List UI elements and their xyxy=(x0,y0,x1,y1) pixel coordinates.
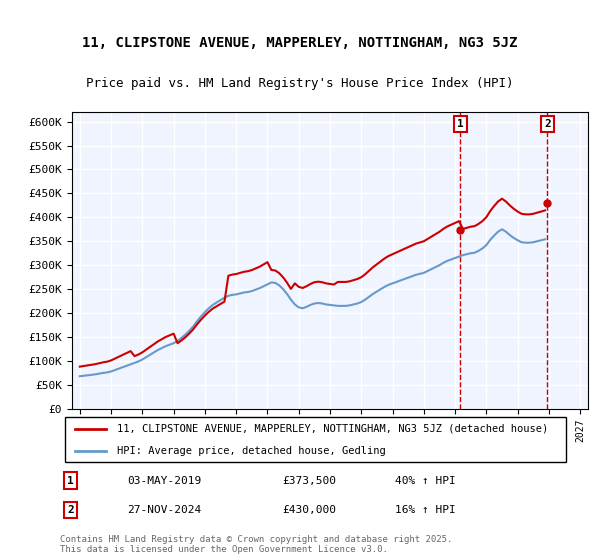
Text: 11, CLIPSTONE AVENUE, MAPPERLEY, NOTTINGHAM, NG3 5JZ: 11, CLIPSTONE AVENUE, MAPPERLEY, NOTTING… xyxy=(82,36,518,50)
Text: 11, CLIPSTONE AVENUE, MAPPERLEY, NOTTINGHAM, NG3 5JZ (detached house): 11, CLIPSTONE AVENUE, MAPPERLEY, NOTTING… xyxy=(117,423,548,433)
Text: HPI: Average price, detached house, Gedling: HPI: Average price, detached house, Gedl… xyxy=(117,446,386,456)
Text: 03-MAY-2019: 03-MAY-2019 xyxy=(127,476,202,486)
Text: 16% ↑ HPI: 16% ↑ HPI xyxy=(395,505,456,515)
Text: 1: 1 xyxy=(67,476,74,486)
Text: Contains HM Land Registry data © Crown copyright and database right 2025.
This d: Contains HM Land Registry data © Crown c… xyxy=(60,535,452,554)
Text: 1: 1 xyxy=(457,119,464,129)
Text: £373,500: £373,500 xyxy=(282,476,336,486)
Text: 2: 2 xyxy=(544,119,551,129)
Text: £430,000: £430,000 xyxy=(282,505,336,515)
Text: 40% ↑ HPI: 40% ↑ HPI xyxy=(395,476,456,486)
Text: Price paid vs. HM Land Registry's House Price Index (HPI): Price paid vs. HM Land Registry's House … xyxy=(86,77,514,90)
FancyBboxPatch shape xyxy=(65,417,566,463)
Text: 27-NOV-2024: 27-NOV-2024 xyxy=(127,505,202,515)
Text: 2: 2 xyxy=(67,505,74,515)
